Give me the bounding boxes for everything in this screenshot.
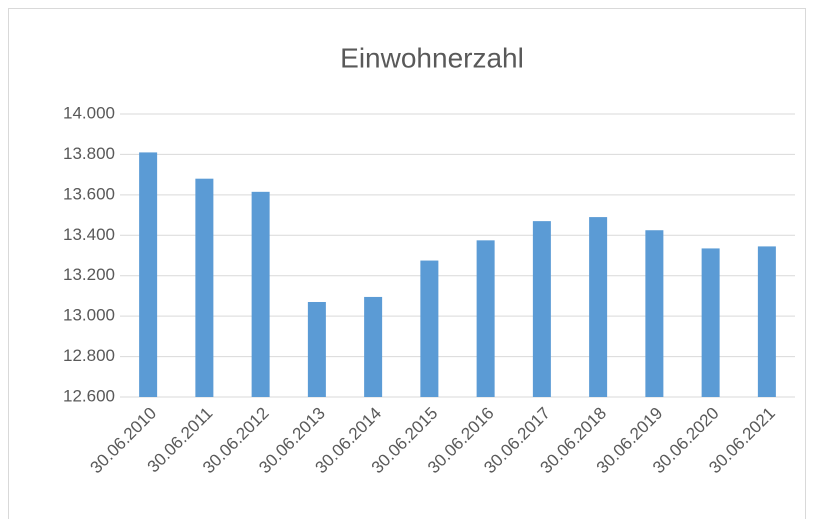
bar (476, 240, 495, 397)
bar (420, 260, 439, 397)
y-tick-label: 13.200 (63, 265, 115, 284)
y-tick-label: 13.800 (63, 144, 115, 163)
y-tick-label: 12.600 (63, 386, 115, 405)
bar (195, 178, 214, 397)
bar (364, 296, 383, 397)
bar (645, 230, 664, 397)
bar (701, 248, 720, 397)
bar (139, 152, 158, 397)
y-tick-label: 14.000 (63, 103, 115, 122)
bar (532, 221, 551, 397)
chart-title: Einwohnerzahl (340, 42, 524, 73)
y-tick-label: 13.400 (63, 225, 115, 244)
y-tick-label: 12.800 (63, 346, 115, 365)
bar (589, 217, 608, 397)
bar (307, 301, 326, 397)
bar (251, 191, 270, 397)
y-tick-label: 13.600 (63, 184, 115, 203)
y-tick-label: 13.000 (63, 306, 115, 325)
bar (757, 246, 776, 397)
